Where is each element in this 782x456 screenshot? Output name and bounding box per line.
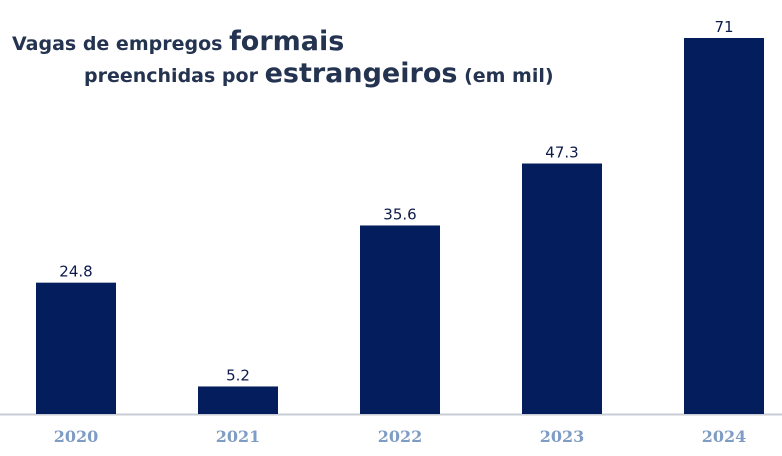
x-tick-label-2023: 2023 [540,427,585,446]
x-tick-label-2020: 2020 [54,427,99,446]
title-unit: (em mil) [457,65,554,87]
data-label-2024: 71 [714,18,733,36]
x-tick-label-2021: 2021 [216,427,261,446]
chart-title-line-2: preenchidas por estrangeiros (em mil) [84,58,554,89]
data-label-2020: 24.8 [59,263,92,281]
bar-2024 [684,38,764,414]
data-label-2023: 47.3 [545,144,578,162]
chart-title-line-1: Vagas de empregos formais [12,26,344,57]
title-text: preenchidas por [84,65,265,87]
bar-2021 [198,386,278,414]
x-tick-label-2022: 2022 [378,427,423,446]
bar-2022 [360,225,440,414]
title-emphasis: estrangeiros [264,58,458,89]
x-tick-label-2024: 2024 [702,427,747,446]
title-text: Vagas de empregos [12,33,230,55]
title-emphasis: formais [229,26,345,57]
data-label-2022: 35.6 [383,205,416,223]
bar-2020 [36,282,116,414]
data-label-2021: 5.2 [226,366,250,384]
bar-2023 [522,163,602,414]
